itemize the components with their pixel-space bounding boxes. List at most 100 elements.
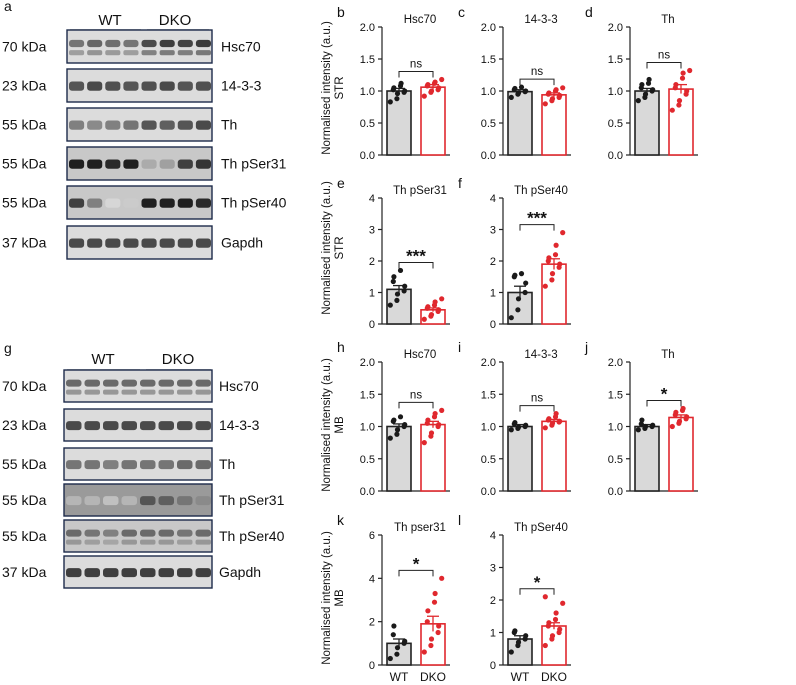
data-point [676,98,683,104]
data-point [669,423,675,430]
band [66,421,82,431]
data-point [542,283,548,289]
band [105,198,121,208]
data-point [676,102,682,108]
sig-bracket [519,224,555,231]
data-point [646,76,652,83]
data-point [424,619,430,625]
y-tick-label: 1.0 [360,422,375,434]
data-point [557,626,563,632]
data-point [394,297,400,303]
data-point [512,85,518,92]
band [121,496,137,506]
data-point [518,84,525,90]
data-point [431,599,438,605]
sig-label: *** [406,246,426,265]
protein-label: Gapdh [221,235,263,251]
band [66,460,82,470]
sig-bracket [519,405,555,412]
data-point [515,307,521,313]
data-point [421,93,427,99]
data-point [428,636,435,642]
band [140,568,156,578]
y-tick-label: 1.5 [481,389,496,401]
band-lower [177,50,193,56]
band-lower [140,389,156,395]
data-point [546,416,552,422]
x-tick-label: DKO [420,670,446,684]
chart-title: Th pSer31 [393,185,447,197]
region-row3: MB [334,416,346,434]
band [141,120,157,130]
data-point [639,82,645,88]
kda-label: 70 kDa [2,378,47,394]
data-point [439,407,445,413]
kda-label: 55 kDa [2,156,47,172]
data-point [542,642,548,649]
bar-dko [420,423,446,492]
data-point [428,430,435,436]
data-point [639,417,645,423]
band [195,379,211,387]
kda-label: 23 kDa [2,78,47,94]
data-point [553,87,559,93]
protein-label: 14-3-3 [219,417,260,433]
band [69,39,85,48]
data-point [642,423,649,430]
data-point [515,639,522,645]
protein-label: Th pSer31 [219,492,285,508]
data-point [508,315,514,321]
data-point [391,274,397,280]
panel-letter: l [458,512,461,528]
data-point [508,427,514,433]
data-point [436,421,442,428]
kda-label: 37 kDa [2,235,47,251]
chart-j: j Th 0.0 0.5 1.0 1.5 2.0 * [584,339,698,498]
sig-bracket [646,399,682,407]
y-tick-label: 2.0 [608,22,623,34]
data-point [560,230,566,236]
blot-g-wt-label: WT [91,351,114,368]
band [177,496,193,506]
data-point [428,311,435,318]
data-point [549,271,556,277]
band [66,568,82,578]
band [87,238,103,248]
data-point [394,645,401,651]
data-point [645,80,652,86]
band [69,198,85,208]
band-lower [84,539,100,545]
data-point [542,425,548,431]
kda-label: 55 kDa [2,195,47,211]
data-point [394,96,400,102]
chart-title: Th pSer40 [514,185,568,197]
band [123,159,139,169]
y-tick-label: 1.0 [608,422,623,434]
band [159,159,175,169]
kda-label: 70 kDa [2,39,47,55]
chart-d: d Th 0.0 0.5 1.0 1.5 2.0 ns [585,4,698,162]
band [159,39,175,48]
data-point [391,623,397,629]
band [177,529,193,537]
panel-letter: e [337,175,345,191]
data-point [522,289,528,296]
sig-label: * [661,384,668,403]
data-point [546,255,552,261]
band [84,379,100,387]
y-tick-label: 3 [369,225,375,237]
kda-label: 55 kDa [2,492,47,508]
data-point [542,594,548,600]
band [69,81,85,91]
chart-i: i 14-3-3 0.0 0.5 1.0 1.5 2.0 ns [458,339,571,498]
band [140,379,156,387]
data-point [680,405,686,412]
y-tick-label: 1.5 [608,54,623,66]
bar-dko [541,420,567,492]
band [103,568,119,578]
band [69,159,85,169]
kda-label: 55 kDa [2,117,47,133]
y-tick-label: 0.0 [608,486,623,498]
band [123,81,139,91]
